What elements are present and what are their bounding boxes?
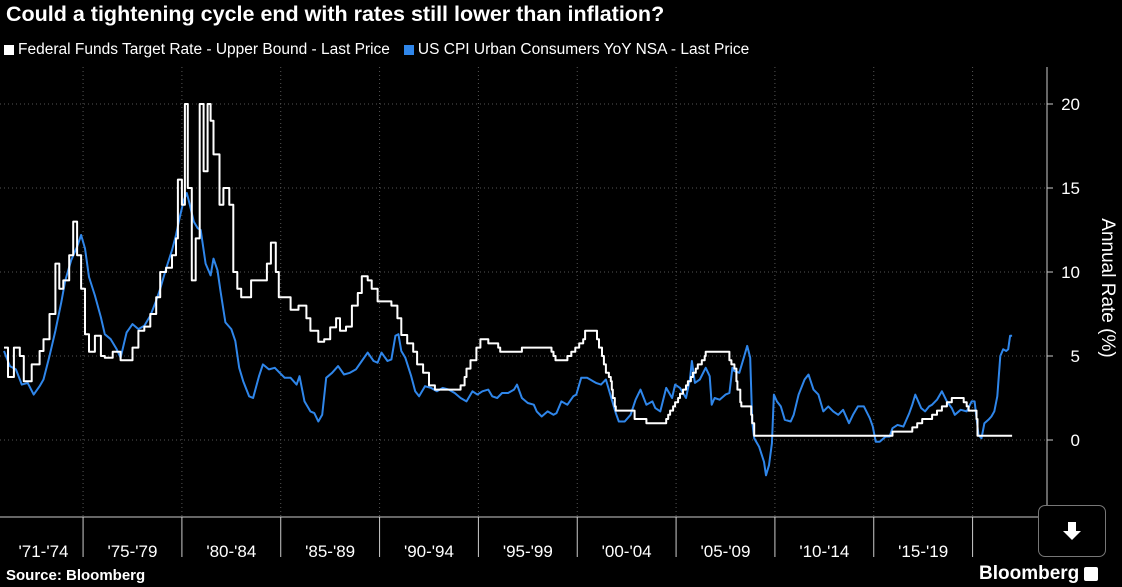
x-tick-label-8: '10-'14	[799, 542, 849, 561]
legend: Federal Funds Target Rate - Upper Bound …	[4, 41, 763, 59]
y-tick-label-15: 15	[1061, 179, 1080, 198]
series-lines	[3, 103, 1013, 477]
axes	[0, 67, 1053, 557]
series-line-cpi	[3, 192, 1013, 477]
download-arrow-icon	[1063, 522, 1081, 540]
legend-item-fed-funds: Federal Funds Target Rate - Upper Bound …	[4, 41, 390, 59]
chart-title: Could a tightening cycle end with rates …	[6, 2, 665, 26]
y-tick-label-20: 20	[1061, 95, 1080, 114]
x-tick-label-6: '00-'04	[602, 542, 652, 561]
x-tick-label-1: '75-'79	[107, 542, 157, 561]
brand-mark-icon	[1084, 567, 1099, 581]
y-tick-label-0: 0	[1071, 431, 1080, 450]
x-tick-label-5: '95-'99	[503, 542, 553, 561]
x-tick-label-9: '15-'19	[898, 542, 948, 561]
y-tick-label-5: 5	[1071, 347, 1080, 366]
y-tick-label-10: 10	[1061, 263, 1080, 282]
series-line-fed-funds	[4, 103, 1013, 437]
source-note: Source: Bloomberg	[6, 567, 146, 584]
download-button[interactable]	[1038, 505, 1106, 557]
legend-label-cpi: US CPI Urban Consumers YoY NSA - Last Pr…	[417, 41, 750, 58]
grid-lines	[0, 67, 1045, 517]
x-tick-label-0: '71-'74	[19, 542, 69, 561]
x-tick-label-4: '90-'94	[404, 542, 454, 561]
brand-logo: Bloomberg	[979, 563, 1099, 585]
legend-label-fed-funds: Federal Funds Target Rate - Upper Bound …	[18, 41, 390, 58]
brand-name: Bloomberg	[979, 563, 1080, 584]
legend-swatch-cpi	[403, 45, 414, 55]
y-axis-label: Annual Rate (%)	[1097, 218, 1118, 358]
legend-item-cpi: US CPI Urban Consumers YoY NSA - Last Pr…	[403, 41, 750, 59]
x-tick-label-7: '05-'09	[701, 542, 751, 561]
tick-labels: 0 5 10 15 20 '71-'74 '75-'79 '80-'84 '85-'89 '90-…	[19, 95, 1080, 561]
x-tick-label-2: '80-'84	[206, 542, 256, 561]
x-tick-label-3: '85-'89	[305, 542, 355, 561]
legend-swatch-fed-funds	[4, 45, 14, 55]
